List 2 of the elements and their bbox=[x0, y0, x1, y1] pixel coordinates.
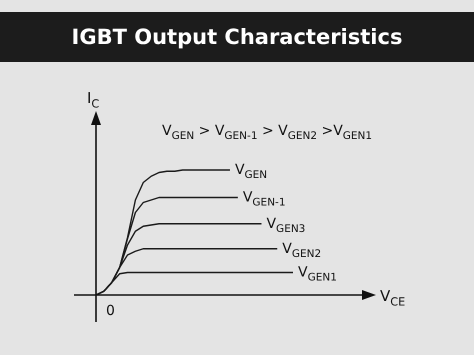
chart-title: IGBT Output Characteristics bbox=[0, 12, 474, 62]
text: 0 bbox=[106, 303, 115, 319]
